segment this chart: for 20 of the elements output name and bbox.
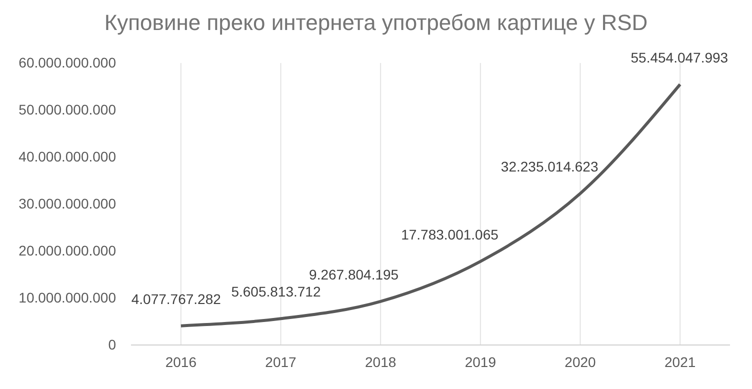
chart-title: Куповине преко интернета употребом картице у RSD (104, 10, 648, 35)
y-tick-label: 40.000.000.000 (18, 148, 116, 164)
y-tick-label: 50.000.000.000 (18, 101, 116, 118)
data-label: 17.783.001.065 (401, 226, 499, 242)
data-label: 5.605.813.712 (231, 284, 321, 300)
x-tick-label: 2020 (564, 354, 596, 370)
y-tick-label: 0 (108, 336, 116, 352)
data-label: 9.267.804.195 (309, 266, 399, 282)
x-tick-label: 2019 (464, 354, 496, 370)
y-tick-label: 30.000.000.000 (18, 195, 116, 212)
data-label: 4.077.767.282 (131, 290, 222, 307)
data-label: 55.454.047.993 (630, 49, 728, 66)
x-tick-label: 2018 (365, 354, 396, 370)
y-tick-label: 10.000.000.000 (18, 289, 116, 306)
data-label: 32.235.014.623 (500, 158, 598, 174)
x-tick-label: 2016 (165, 354, 197, 370)
y-tick-label: 60.000.000.000 (18, 54, 116, 70)
x-tick-label: 2017 (265, 354, 297, 370)
x-tick-label: 2021 (664, 354, 696, 370)
y-tick-label: 20.000.000.000 (18, 242, 116, 258)
